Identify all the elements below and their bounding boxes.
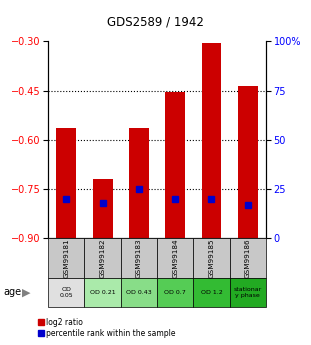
Legend: log2 ratio, percentile rank within the sample: log2 ratio, percentile rank within the s…: [35, 315, 178, 341]
Text: stationar
y phase: stationar y phase: [234, 287, 262, 298]
Text: GSM99182: GSM99182: [100, 238, 106, 278]
Bar: [129, 128, 149, 238]
Text: GSM99181: GSM99181: [63, 238, 69, 278]
Text: GSM99184: GSM99184: [172, 238, 178, 278]
Text: GSM99186: GSM99186: [245, 238, 251, 278]
Text: GDS2589 / 1942: GDS2589 / 1942: [107, 16, 204, 29]
Text: OD 1.2: OD 1.2: [201, 290, 222, 295]
Text: age: age: [3, 287, 21, 297]
Bar: [93, 179, 113, 238]
Text: GSM99185: GSM99185: [208, 238, 215, 278]
Text: GSM99183: GSM99183: [136, 238, 142, 278]
Text: OD
0.05: OD 0.05: [59, 287, 73, 298]
Bar: [165, 92, 185, 238]
Bar: [202, 43, 221, 238]
Text: OD 0.21: OD 0.21: [90, 290, 115, 295]
Bar: [56, 128, 76, 238]
Text: OD 0.43: OD 0.43: [126, 290, 152, 295]
Text: ▶: ▶: [22, 287, 31, 297]
Text: OD 0.7: OD 0.7: [164, 290, 186, 295]
Bar: [238, 86, 258, 238]
